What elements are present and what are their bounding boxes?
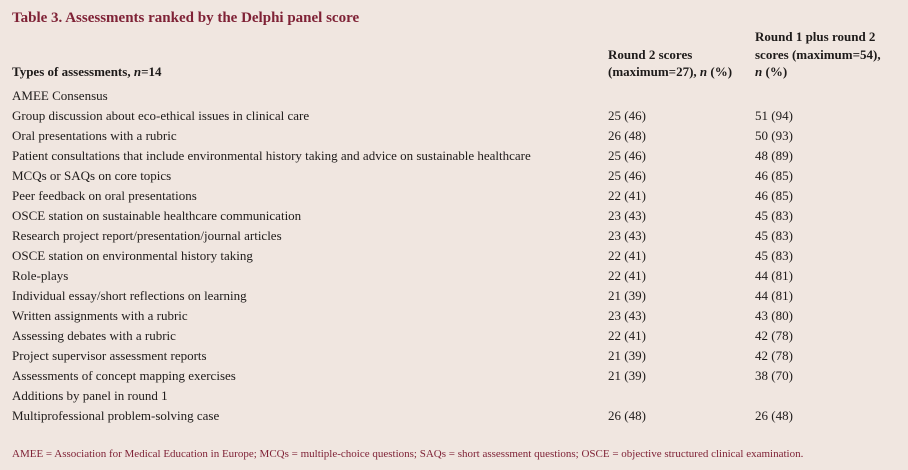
assessment-type-cell: Written assignments with a rubric <box>12 307 188 323</box>
table-body: AMEE Consensus Group discussion about eco… <box>12 86 898 426</box>
assessment-type-cell: OSCE station on sustainable healthcare c… <box>12 207 302 223</box>
assessment-type-cell: Multiprofessional problem-solving case <box>12 407 220 423</box>
table-row: Multiprofessional problem-solving case 26… <box>12 406 898 426</box>
round2-score-cell: 23 (43) <box>608 307 646 323</box>
table-row: Role-plays 22 (41) 44 (81) <box>12 266 898 286</box>
round2-score-cell: 22 (41) <box>608 267 646 283</box>
combined-score-cell: 43 (80) <box>755 307 793 323</box>
col-header-types-of-assessments: Types of assessments, n=14 <box>12 64 162 79</box>
round2-score-cell: 21 (39) <box>608 367 646 383</box>
table-row: Peer feedback on oral presentations 22 (4… <box>12 186 898 206</box>
table-row: Project supervisor assessment reports 21 … <box>12 346 898 366</box>
round2-score-cell: 25 (46) <box>608 147 646 163</box>
round2-score-cell: 23 (43) <box>608 207 646 223</box>
col-header-round1-plus-round2-scores: Round 1 plus round 2 scores (maximum=54),… <box>755 29 881 79</box>
round2-score-cell: 21 (39) <box>608 347 646 363</box>
round2-score-cell: 25 (46) <box>608 107 646 123</box>
round2-score-cell: 23 (43) <box>608 227 646 243</box>
assessments-table: Types of assessments, n=14 Round 2 score… <box>12 28 898 426</box>
section-label: Additions by panel in round 1 <box>12 387 168 403</box>
assessment-type-cell: Research project report/presentation/jou… <box>12 227 282 243</box>
table-row: OSCE station on environmental history ta… <box>12 246 898 266</box>
col-header-round2-scores: Round 2 scores (maximum=27), n (%) <box>608 46 733 80</box>
combined-score-cell: 45 (83) <box>755 207 793 223</box>
assessment-type-cell: Individual essay/short reflections on le… <box>12 287 247 303</box>
section-row: Additions by panel in round 1 <box>12 386 898 406</box>
table-row: OSCE station on sustainable healthcare c… <box>12 206 898 226</box>
table-row: Group discussion about eco-ethical issue… <box>12 106 898 126</box>
header-row: Types of assessments, n=14 Round 2 score… <box>12 28 898 86</box>
combined-score-cell: 26 (48) <box>755 407 793 423</box>
combined-score-cell: 44 (81) <box>755 267 793 283</box>
assessment-type-cell: MCQs or SAQs on core topics <box>12 167 172 183</box>
round2-score-cell: 25 (46) <box>608 167 646 183</box>
combined-score-cell: 50 (93) <box>755 127 793 143</box>
assessment-type-cell: OSCE station on environmental history ta… <box>12 247 253 263</box>
assessment-type-cell: Oral presentations with a rubric <box>12 127 177 143</box>
assessment-type-cell: Patient consultations that include envir… <box>12 147 531 163</box>
round2-score-cell: 26 (48) <box>608 407 646 423</box>
table-row: Research project report/presentation/jou… <box>12 226 898 246</box>
combined-score-cell: 38 (70) <box>755 367 793 383</box>
combined-score-cell: 45 (83) <box>755 227 793 243</box>
assessment-type-cell: Peer feedback on oral presentations <box>12 187 197 203</box>
table-footnote: AMEE = Association for Medical Education… <box>12 447 804 460</box>
table-row: Oral presentations with a rubric 26 (48) 5… <box>12 126 898 146</box>
table-row: Assessments of concept mapping exercises… <box>12 366 898 386</box>
round2-score-cell: 26 (48) <box>608 127 646 143</box>
combined-score-cell: 46 (85) <box>755 167 793 183</box>
round2-score-cell: 22 (41) <box>608 247 646 263</box>
round2-score-cell: 22 (41) <box>608 187 646 203</box>
assessment-type-cell: Assessing debates with a rubric <box>12 327 176 343</box>
assessment-type-cell: Role-plays <box>12 267 69 283</box>
table-row: Individual essay/short reflections on le… <box>12 286 898 306</box>
assessment-type-cell: Project supervisor assessment reports <box>12 347 207 363</box>
table-header: Types of assessments, n=14 Round 2 score… <box>12 28 898 86</box>
table-row: Written assignments with a rubric 23 (43)… <box>12 306 898 326</box>
section-label: AMEE Consensus <box>12 87 108 103</box>
round2-score-cell: 21 (39) <box>608 287 646 303</box>
combined-score-cell: 44 (81) <box>755 287 793 303</box>
combined-score-cell: 42 (78) <box>755 327 793 343</box>
table-row: Patient consultations that include envir… <box>12 146 898 166</box>
combined-score-cell: 51 (94) <box>755 107 793 123</box>
combined-score-cell: 46 (85) <box>755 187 793 203</box>
section-row: AMEE Consensus <box>12 86 898 106</box>
assessment-type-cell: Group discussion about eco-ethical issue… <box>12 107 310 123</box>
table-row: MCQs or SAQs on core topics 25 (46) 46 (85… <box>12 166 898 186</box>
table-title: Table 3. Assessments ranked by the Delph… <box>12 10 360 26</box>
round2-score-cell: 22 (41) <box>608 327 646 343</box>
combined-score-cell: 45 (83) <box>755 247 793 263</box>
combined-score-cell: 42 (78) <box>755 347 793 363</box>
table-row: Assessing debates with a rubric 22 (41) 42… <box>12 326 898 346</box>
combined-score-cell: 48 (89) <box>755 147 793 163</box>
assessment-type-cell: Assessments of concept mapping exercises <box>12 367 236 383</box>
